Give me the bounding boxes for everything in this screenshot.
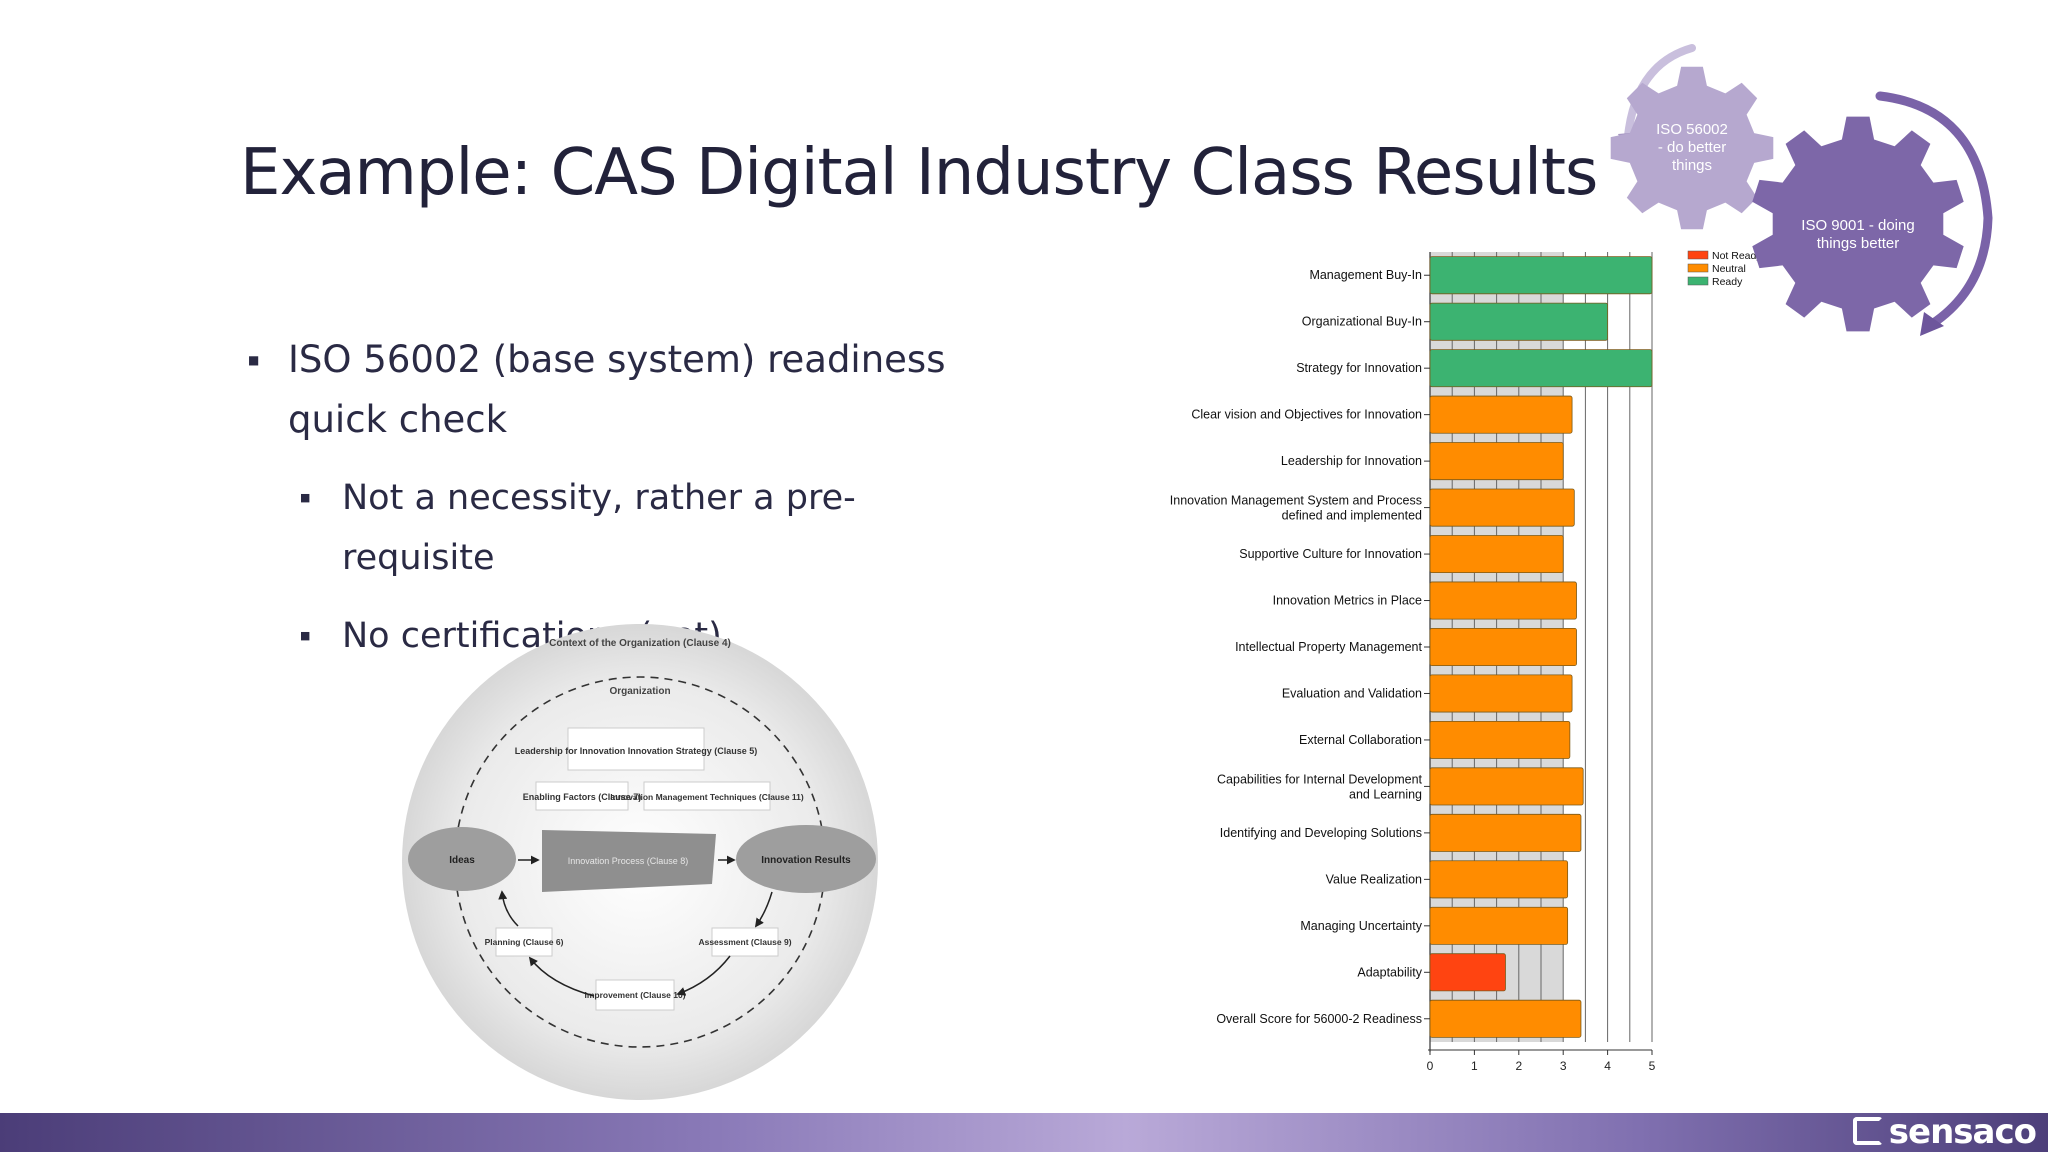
gear-small-shape [1610,66,1774,230]
gear-large-label: ISO 9001 - doing things better [1801,217,1914,252]
chart-bar [1429,860,1569,899]
y-tick-label: Management Buy-In [1309,268,1422,282]
chart-bar [1429,720,1571,759]
chart-bar [1429,767,1584,806]
y-tick-label: Adaptability [1357,965,1422,979]
diagram-enabling: Enabling Factors (Clause 7) [523,792,642,802]
gear-small-label: ISO 56002- do better things [1656,121,1728,174]
readiness-bar-chart: 0 1 2 3 4 5 Management Buy-In Organizational Bu… [1170,250,1763,1073]
y-tick-label: Innovation Management System and Process… [1170,494,1422,523]
chart-bar [1429,674,1573,713]
legend-label: Not Ready [1712,250,1762,262]
diagram-leadership: Leadership for Innovation Innovation Str… [515,746,758,756]
diagram-outer-label: Context of the Organization (Clause 4) [549,638,731,649]
chart-bar [1429,535,1564,574]
y-tick-label: Overall Score for 56000-2 Readiness [1216,1012,1422,1026]
y-tick-label: Organizational Buy-In [1302,315,1422,329]
bullet-list: ISO 56002 (base system) readiness quick … [248,330,968,666]
x-tick-label: 4 [1604,1059,1611,1073]
gear-large-shape [1752,116,1964,332]
bullet-main: ISO 56002 (base system) readiness quick … [248,330,968,450]
legend-swatch [1687,250,1709,260]
legend-swatch [1687,276,1709,286]
chart-bar [1429,953,1506,992]
x-tick-label: 2 [1515,1059,1522,1073]
legend-label: Ready [1712,276,1743,288]
y-tick-label: Leadership for Innovation [1281,454,1422,468]
y-tick-label: Clear vision and Objectives for Innovati… [1191,408,1422,422]
chart-bar [1429,442,1564,481]
x-tick-label: 0 [1427,1059,1434,1073]
gear-small [1610,66,1774,230]
y-tick-label: Intellectual Property Management [1235,640,1422,654]
diagram-assessment: Assessment (Clause 9) [698,937,791,947]
gear-large [1752,116,1964,332]
slide-title: Example: CAS Digital Industry Class Resu… [240,136,1598,210]
diagram-techniques: Innovation Management Techniques (Clause… [610,792,804,802]
y-tick-label: Evaluation and Validation [1282,686,1422,700]
y-tick-label: Value Realization [1326,872,1422,886]
diagram-process: Innovation Process (Clause 8) [568,856,689,866]
diagram-org-label: Organization [609,686,670,697]
diagram-results: Innovation Results [761,855,851,866]
x-tick-label: 1 [1471,1059,1478,1073]
y-tick-label: External Collaboration [1299,733,1422,747]
y-tick-label: Identifying and Developing Solutions [1220,826,1422,840]
x-tick-label: 3 [1560,1059,1567,1073]
chart-bar [1429,906,1569,945]
x-tick-label: 5 [1649,1059,1656,1073]
y-tick-label: Managing Uncertainty [1300,919,1422,933]
gears-graphic: ISO 56002- do better things ISO 9001 - do… [1610,44,1993,336]
legend-swatch [1687,263,1709,273]
chart-bar [1429,813,1582,852]
footer-bar: sensaco [0,1113,2048,1152]
chart-bar [1429,628,1577,666]
y-tick-label: Innovation Metrics in Place [1273,594,1422,608]
y-tick-label: Strategy for Innovation [1296,361,1422,375]
iso-56002-diagram: Context of the Organization (Clause 4) O… [402,624,878,1100]
diagram-planning: Planning (Clause 6) [485,937,564,947]
sensaco-logo: sensaco [1852,1113,2037,1152]
legend-label: Neutral [1712,263,1746,275]
y-tick-label: Capabilities for Internal Development and… [1217,772,1422,801]
chart-bar [1429,488,1575,527]
chart-bar [1429,395,1573,434]
diagram-improvement: Improvement (Clause 10) [584,990,685,1000]
diagram-ideas: Ideas [449,855,475,866]
chart-bar [1429,581,1577,620]
y-tick-label: Supportive Culture for Innovation [1239,547,1422,561]
chart-bar [1429,999,1582,1038]
bullet-sub-1: Not a necessity, rather a pre-requisite [248,468,968,588]
